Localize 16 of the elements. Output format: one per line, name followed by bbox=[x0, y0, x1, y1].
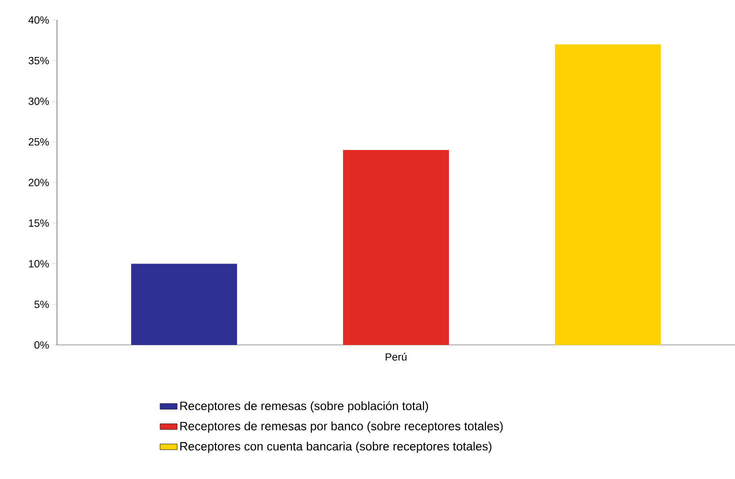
x-tick-label: Perú bbox=[386, 352, 406, 361]
legend-label: Receptores con cuenta bancaria (sobre receptores totales) bbox=[180, 442, 492, 453]
legend-label: Receptores de remesas (sobre población total) bbox=[180, 401, 428, 413]
y-tick-label: 15% bbox=[28, 219, 49, 227]
y-tick-label: 0% bbox=[34, 341, 49, 349]
bar bbox=[131, 264, 238, 345]
y-tick-label: 30% bbox=[28, 98, 49, 105]
bar bbox=[343, 150, 449, 345]
y-tick-label: 20% bbox=[28, 178, 49, 186]
y-tick-label: 10% bbox=[28, 260, 49, 268]
legend-label: Receptores de remesas por banco (sobre receptores totales) bbox=[180, 422, 503, 433]
y-tick-label: 5% bbox=[34, 300, 49, 308]
bar bbox=[554, 44, 661, 345]
y-tick-label: 40% bbox=[28, 16, 49, 24]
y-tick-label: 25% bbox=[28, 138, 49, 146]
y-tick-label: 35% bbox=[28, 56, 49, 64]
